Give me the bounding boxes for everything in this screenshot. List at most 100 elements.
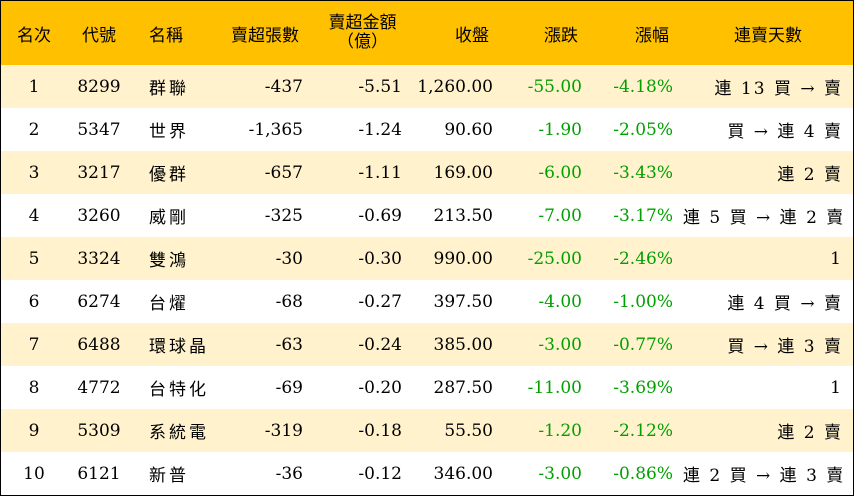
cell-close: 397.50 — [433, 291, 493, 312]
cell-change: -55.00 — [527, 76, 582, 97]
cell-code: 5309 — [77, 420, 121, 441]
cell-change-pct: -3.17% — [613, 205, 673, 226]
cell-net-sell-amount: -0.24 — [358, 334, 402, 355]
cell-change-pct: -4.18% — [613, 76, 673, 97]
cell-close: 990.00 — [433, 248, 493, 269]
cell-streak: 連 2 買 → 連 3 賣 — [683, 466, 846, 486]
cell-net-sell-shares: -36 — [275, 463, 303, 484]
cell-change-pct: -2.05% — [613, 119, 673, 140]
cell-change: -4.00 — [538, 291, 582, 312]
cell-rank: 6 — [28, 291, 40, 312]
header-net-sell-shares: 賣超張數 — [231, 25, 299, 46]
table-row: 7 6488 環球晶 -63 -0.24 385.00 -3.00 -0.77%… — [1, 323, 853, 366]
cell-net-sell-amount: -5.51 — [358, 76, 402, 97]
cell-streak: 1 — [830, 377, 843, 398]
cell-streak: 買 → 連 4 賣 — [727, 122, 843, 142]
cell-close: 1,260.00 — [417, 76, 493, 97]
cell-name: 雙鴻 — [149, 251, 189, 271]
cell-code: 5347 — [77, 119, 121, 140]
cell-rank: 3 — [28, 162, 40, 183]
cell-name: 新普 — [149, 466, 189, 486]
cell-change: -11.00 — [527, 377, 582, 398]
cell-code: 3260 — [77, 205, 121, 226]
cell-change-pct: -1.00% — [613, 291, 673, 312]
cell-streak: 1 — [830, 248, 843, 269]
cell-streak: 連 2 賣 — [777, 423, 843, 443]
table-row: 5 3324 雙鴻 -30 -0.30 990.00 -25.00 -2.46%… — [1, 237, 853, 280]
cell-net-sell-amount: -0.20 — [358, 377, 402, 398]
header-net-sell-amount: 賣超金額 （億） — [313, 1, 412, 65]
cell-change: -3.00 — [538, 334, 582, 355]
header-change-pct: 漲幅 — [635, 25, 669, 46]
cell-rank: 5 — [28, 248, 40, 269]
cell-change-pct: -0.86% — [613, 463, 673, 484]
table-row: 3 3217 優群 -657 -1.11 169.00 -6.00 -3.43%… — [1, 151, 853, 194]
cell-net-sell-amount: -1.11 — [358, 162, 402, 183]
table-row: 1 8299 群聯 -437 -5.51 1,260.00 -55.00 -4.… — [1, 65, 853, 108]
cell-streak: 連 2 賣 — [777, 165, 843, 185]
cell-streak: 連 5 買 → 連 2 賣 — [683, 208, 846, 228]
cell-close: 385.00 — [433, 334, 493, 355]
cell-name: 威剛 — [149, 208, 189, 228]
cell-streak: 連 4 買 → 賣 — [727, 294, 843, 314]
cell-name: 優群 — [149, 165, 189, 185]
table-row: 8 4772 台特化 -69 -0.20 287.50 -11.00 -3.69… — [1, 366, 853, 409]
cell-net-sell-amount: -0.27 — [358, 291, 402, 312]
cell-code: 3324 — [77, 248, 121, 269]
cell-name: 台特化 — [149, 380, 209, 400]
cell-rank: 1 — [28, 76, 40, 97]
cell-name: 世界 — [149, 122, 189, 142]
cell-rank: 9 — [28, 420, 40, 441]
header-code: 代號 — [82, 25, 116, 46]
table-row: 9 5309 系統電 -319 -0.18 55.50 -1.20 -2.12%… — [1, 409, 853, 452]
header-rank: 名次 — [17, 25, 51, 46]
header-net-sell-amount-line1: 賣超金額 — [328, 13, 397, 33]
cell-code: 4772 — [77, 377, 121, 398]
table-header: 名次 代號 名稱 賣超張數 賣超金額 （億） 收盤 漲跌 漲幅 連賣天數 — [1, 1, 853, 65]
cell-net-sell-shares: -1,365 — [248, 119, 303, 140]
cell-close: 346.00 — [433, 463, 493, 484]
cell-streak: 買 → 連 3 賣 — [727, 337, 843, 357]
cell-net-sell-shares: -657 — [264, 162, 303, 183]
cell-change: -7.00 — [538, 205, 582, 226]
cell-close: 213.50 — [433, 205, 493, 226]
cell-net-sell-shares: -69 — [275, 377, 303, 398]
cell-code: 6488 — [77, 334, 121, 355]
header-streak: 連賣天數 — [734, 25, 802, 46]
cell-streak: 連 13 買 → 賣 — [714, 79, 843, 99]
cell-code: 6121 — [77, 463, 121, 484]
cell-change-pct: -3.43% — [613, 162, 673, 183]
cell-net-sell-amount: -1.24 — [358, 119, 402, 140]
cell-net-sell-shares: -437 — [264, 76, 303, 97]
cell-net-sell-shares: -319 — [264, 420, 303, 441]
cell-close: 169.00 — [433, 162, 493, 183]
cell-code: 3217 — [77, 162, 121, 183]
cell-close: 55.50 — [444, 420, 493, 441]
cell-change: -1.20 — [538, 420, 582, 441]
header-change: 漲跌 — [544, 25, 578, 46]
cell-code: 6274 — [77, 291, 121, 312]
cell-net-sell-shares: -63 — [275, 334, 303, 355]
cell-name: 環球晶 — [149, 337, 209, 357]
table-row: 4 3260 威剛 -325 -0.69 213.50 -7.00 -3.17%… — [1, 194, 853, 237]
cell-net-sell-amount: -0.12 — [358, 463, 402, 484]
table-row: 10 6121 新普 -36 -0.12 346.00 -3.00 -0.86%… — [1, 452, 853, 495]
cell-code: 8299 — [77, 76, 121, 97]
cell-net-sell-shares: -30 — [275, 248, 303, 269]
cell-name: 群聯 — [149, 79, 189, 99]
cell-change-pct: -2.12% — [613, 420, 673, 441]
cell-change-pct: -0.77% — [613, 334, 673, 355]
cell-close: 90.60 — [444, 119, 493, 140]
header-net-sell-amount-line2: （億） — [337, 32, 388, 52]
cell-close: 287.50 — [433, 377, 493, 398]
table-body: 1 8299 群聯 -437 -5.51 1,260.00 -55.00 -4.… — [1, 65, 853, 495]
cell-rank: 10 — [23, 463, 45, 484]
cell-net-sell-amount: -0.69 — [358, 205, 402, 226]
cell-change: -6.00 — [538, 162, 582, 183]
cell-change: -1.90 — [538, 119, 582, 140]
cell-net-sell-amount: -0.30 — [358, 248, 402, 269]
table-row: 6 6274 台燿 -68 -0.27 397.50 -4.00 -1.00% … — [1, 280, 853, 323]
cell-rank: 4 — [28, 205, 40, 226]
cell-name: 系統電 — [149, 423, 209, 443]
